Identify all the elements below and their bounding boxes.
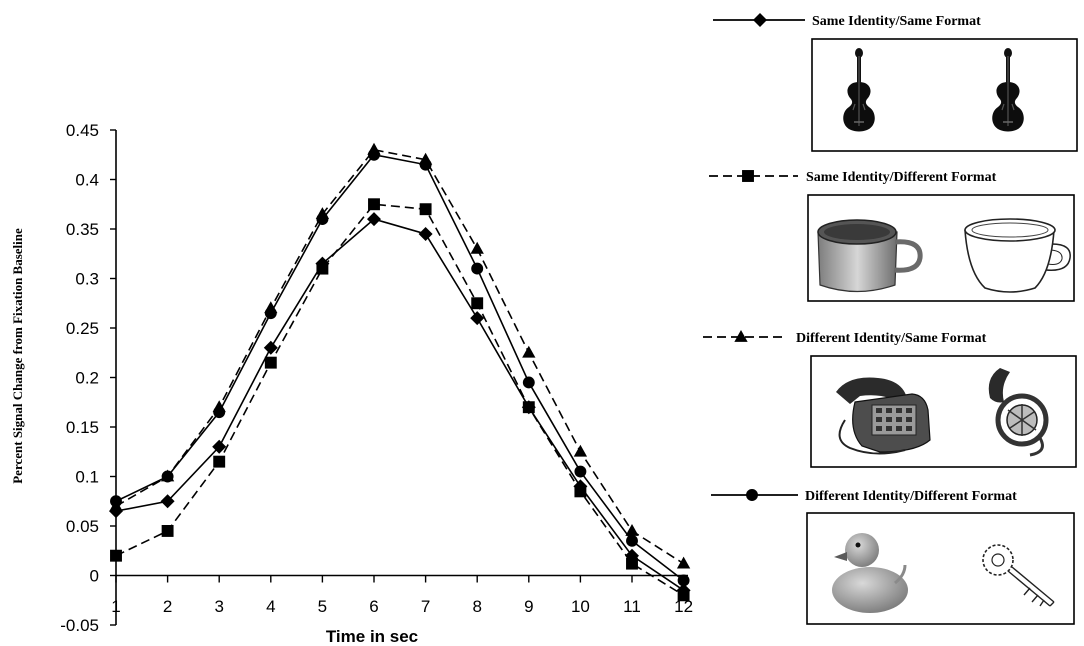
- y-axis-title: Percent Signal Change from Fixation Base…: [10, 228, 25, 484]
- data-point-diamond: [367, 212, 381, 227]
- y-tick-label: -0.05: [60, 616, 99, 635]
- data-point-circle: [316, 213, 329, 226]
- data-point-triangle: [522, 345, 536, 358]
- data-point-circle: [574, 465, 587, 478]
- legend-label: Same Identity/Same Format: [812, 14, 981, 29]
- data-point-square: [574, 485, 587, 498]
- data-point-square: [264, 356, 277, 369]
- x-tick-label: 9: [524, 597, 533, 616]
- legend-label: Different Identity/Same Format: [796, 331, 987, 346]
- y-tick-label: 0.15: [66, 418, 99, 437]
- series-line: [115, 153, 685, 582]
- data-point-square: [677, 589, 690, 602]
- x-tick-label: 2: [163, 597, 172, 616]
- x-tick-label: 5: [318, 597, 327, 616]
- legend-label: Different Identity/Different Format: [805, 489, 1017, 504]
- series-square: [110, 198, 690, 602]
- data-point-circle: [746, 489, 758, 501]
- legend: Same Identity/Same Format Same Identity/D…: [703, 13, 1017, 504]
- data-point-square: [368, 198, 380, 211]
- data-point-triangle: [625, 523, 639, 536]
- coffee-cup-photo-icon: [817, 219, 923, 293]
- legend-item-1: Same Identity/Same Format: [713, 13, 981, 29]
- data-point-triangle: [573, 444, 588, 457]
- legend-item-4: Different Identity/Different Format: [711, 489, 1017, 504]
- legend-label: Same Identity/Different Format: [806, 170, 997, 185]
- x-ticks: 1 2 3 4 5 6 7 8 9 10 11 12: [111, 575, 693, 616]
- legend-item-3: Different Identity/Same Format: [703, 330, 987, 346]
- x-axis-title: Time in sec: [326, 627, 418, 646]
- coffee-cup-outline-icon: [964, 218, 1071, 293]
- french-horn-icon: [988, 368, 1049, 457]
- y-tick-label: 0: [90, 567, 99, 586]
- data-point-diamond: [753, 13, 767, 27]
- telephone-icon: [836, 377, 931, 455]
- data-point-circle: [471, 262, 484, 275]
- data-point-circle: [110, 495, 122, 508]
- data-point-circle: [626, 534, 638, 547]
- y-tick-label: 0.4: [75, 171, 99, 190]
- x-tick-label: 4: [266, 597, 275, 616]
- y-tick-label: 0.3: [75, 270, 99, 289]
- rubber-duck-icon: [832, 533, 908, 613]
- data-point-circle: [264, 307, 277, 320]
- legend-panel-3: [810, 355, 1077, 468]
- y-ticks: -0.05 0 0.05 0.1 0.15 0.2 0.25 0.3 0.35 0.4 0.45: [60, 121, 116, 635]
- x-tick-label: 10: [571, 597, 590, 616]
- data-point-square: [110, 549, 122, 562]
- data-point-square: [742, 170, 754, 182]
- key-icon: [982, 544, 1055, 607]
- y-tick-label: 0.25: [66, 319, 99, 338]
- data-point-diamond: [470, 311, 485, 326]
- series-line: [115, 148, 685, 565]
- data-point-circle: [161, 470, 174, 483]
- data-point-circle: [213, 406, 226, 419]
- legend-panel-1: [811, 38, 1078, 152]
- data-point-circle: [677, 574, 690, 587]
- data-point-square: [213, 455, 226, 468]
- data-point-triangle: [734, 330, 748, 342]
- data-point-circle: [419, 158, 432, 171]
- x-tick-label: 7: [421, 597, 430, 616]
- x-tick-label: 3: [214, 597, 223, 616]
- data-point-square: [316, 262, 329, 275]
- series-line: [115, 203, 685, 596]
- data-point-square: [522, 401, 535, 414]
- data-point-circle: [368, 148, 380, 161]
- legend-panel-2: [807, 194, 1075, 302]
- x-tick-label: 8: [472, 597, 481, 616]
- legend-item-2: Same Identity/Different Format: [709, 170, 997, 185]
- y-tick-label: 0.1: [75, 468, 99, 487]
- x-tick-label: 11: [623, 597, 641, 616]
- data-point-diamond: [212, 439, 227, 454]
- x-tick-label: 6: [369, 597, 378, 616]
- y-tick-label: 0.35: [66, 220, 99, 239]
- data-point-diamond: [263, 340, 278, 355]
- x-tick-label: 12: [674, 597, 693, 616]
- data-point-triangle: [470, 241, 484, 254]
- data-point-square: [626, 557, 638, 570]
- x-tick-label: 1: [111, 597, 120, 616]
- data-point-square: [471, 297, 484, 310]
- data-point-triangle: [676, 556, 691, 569]
- data-point-square: [161, 525, 174, 537]
- data-point-diamond: [160, 494, 175, 509]
- series-circle: [110, 148, 690, 587]
- y-tick-label: 0.2: [75, 369, 99, 388]
- data-point-square: [419, 203, 432, 216]
- y-tick-label: 0.05: [66, 517, 99, 536]
- y-tick-label: 0.45: [66, 121, 99, 140]
- data-point-circle: [522, 376, 535, 389]
- legend-panel-4: [806, 512, 1075, 625]
- series-line: [115, 218, 685, 592]
- series-diamond: [109, 212, 691, 598]
- data-point-diamond: [418, 226, 433, 241]
- series-layer: [109, 142, 691, 602]
